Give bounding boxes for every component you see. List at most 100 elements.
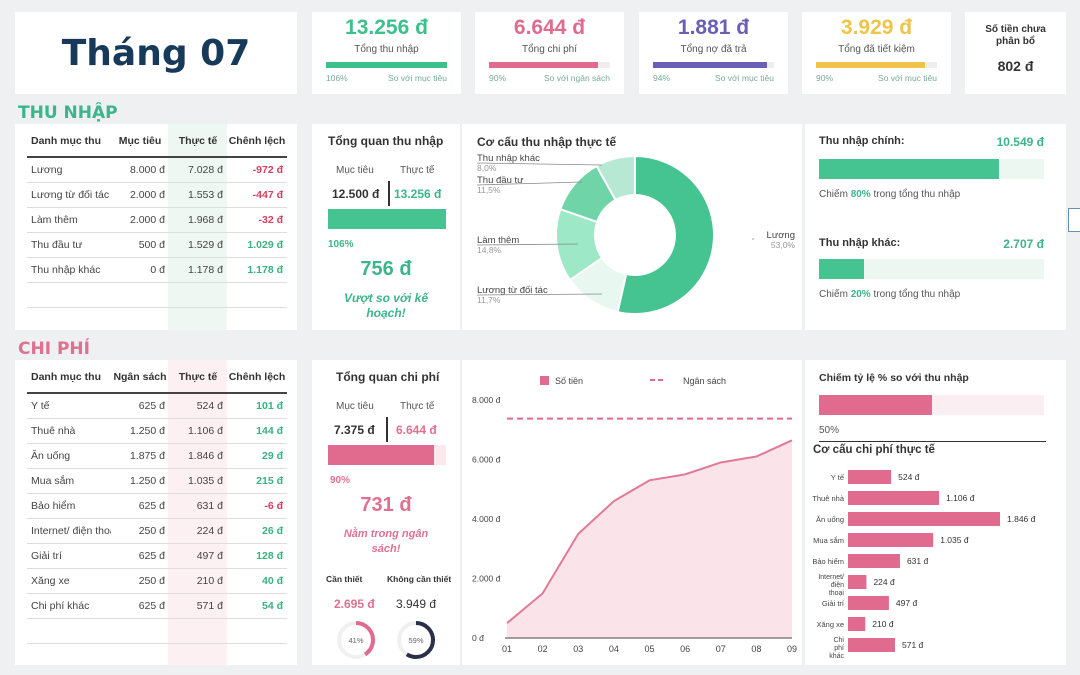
kpi-pct: 106%	[326, 73, 348, 83]
kpi-label: Tổng nợ đã trả	[680, 44, 747, 55]
kpi-label: Tổng chi phí	[521, 44, 578, 55]
column-header: Thực tế	[169, 362, 227, 394]
kpi-value: 13.256 đ	[345, 16, 428, 39]
table-row	[27, 618, 287, 644]
need-rings: 41% 59%	[337, 621, 435, 659]
kpi-note: So với mục tiêu	[878, 73, 937, 83]
need-label: Cần thiết	[326, 574, 363, 584]
share-prefix: Chiếm	[819, 289, 848, 300]
donut-slice	[616, 154, 715, 315]
bar-value-label: 571 đ	[902, 640, 924, 650]
kpi-card: 1.881 đ Tổng nợ đã trả 94% So với mục tiê…	[639, 12, 788, 94]
y-tick-label: 4.000 đ	[472, 514, 501, 524]
kpi-progress-bar	[489, 62, 610, 68]
bar-category: điện	[831, 582, 844, 589]
kpi-progress-bar	[816, 62, 937, 68]
scroll-handle[interactable]	[1068, 208, 1080, 232]
expense-divider	[386, 417, 388, 442]
table-cell: 1.529 đ	[169, 232, 227, 258]
expense-target-label: Mục tiêu	[336, 401, 374, 412]
column-header: Danh mục thu	[27, 362, 111, 394]
table-cell: Lương từ đối tác	[27, 182, 111, 208]
kpi-pct: 94%	[653, 73, 671, 83]
bar-value-label: 224 đ	[873, 577, 895, 587]
column-header: Danh mục thu	[27, 126, 111, 158]
unallocated-card: Số tiền chưa phân bổ 802 đ	[965, 12, 1066, 94]
table-cell: Mua sắm	[27, 468, 111, 494]
month-title: Tháng 07	[61, 33, 251, 74]
x-tick-label: 07	[716, 644, 726, 654]
bar	[848, 491, 940, 505]
table-cell: 1.250 đ	[111, 418, 169, 444]
expense-ratio-title: Chiếm tỷ lệ % so với thu nhập	[819, 372, 969, 384]
kpi-note: So với ngân sách	[543, 73, 610, 83]
share-suffix: trong tổng thu nhập	[873, 289, 961, 300]
table-row: Chi phí khác 625 đ 571 đ 54 đ	[27, 593, 287, 619]
donut-slice	[595, 154, 636, 202]
table-cell: 250 đ	[111, 518, 169, 544]
income-target-value: 12.500 đ	[332, 187, 380, 201]
table-cell: Thu nhập khác	[27, 257, 111, 283]
leader-line	[476, 162, 603, 166]
other-income-value: 2.707 đ	[1003, 237, 1044, 251]
expense-trend-card: Số tiền Ngân sách 0 đ 2.000 đ 4.000 đ 6.000 đ…	[462, 360, 802, 665]
x-tick-label: 04	[609, 644, 619, 654]
slice-pct: 11,5%	[477, 185, 501, 195]
table-cell: 497 đ	[169, 543, 227, 569]
expense-actual-value: 6.644 đ	[396, 423, 437, 437]
kpi-note: So với mục tiêu	[715, 73, 774, 83]
table-cell: 2.000 đ	[111, 207, 169, 233]
main-income-share: Chiếm 80% trong tổng thu nhập	[819, 189, 960, 200]
need-value: 2.695 đ	[334, 597, 375, 611]
expense-structure-title: Cơ cấu chi phí thực tế	[813, 444, 935, 456]
table-cell: Bảo hiểm	[27, 493, 111, 519]
x-tick-label: 01	[502, 644, 512, 654]
income-actual-value: 13.256 đ	[394, 187, 442, 201]
bar-category: khác	[829, 653, 844, 660]
noneed-ring	[397, 621, 435, 659]
legend-label: Ngân sách	[683, 376, 726, 386]
income-progress-bar	[328, 209, 446, 229]
table-row: Internet/ điện thoại 250 đ 224 đ 26 đ	[27, 518, 287, 544]
month-title-card: Tháng 07	[15, 12, 297, 94]
other-income-bar	[819, 259, 1044, 279]
bar	[848, 554, 900, 568]
bar-category: Chi	[833, 637, 844, 644]
table-cell: Y tế	[27, 393, 111, 419]
table-row: Giải trí 625 đ 497 đ 128 đ	[27, 543, 287, 569]
bar-category: phí	[834, 645, 844, 652]
main-income-label: Thu nhập chính:	[819, 135, 905, 147]
need-pct: 41%	[348, 636, 363, 645]
other-income-label: Thu nhập khác:	[819, 237, 901, 249]
leader-line	[476, 181, 583, 186]
kpi-label: Tổng đã tiết kiệm	[838, 44, 915, 55]
x-tick-label: 06	[680, 644, 690, 654]
income-overview-card: Tổng quan thu nhập Mục tiêu Thực tế 12.5…	[312, 124, 460, 330]
main-share-pct: 80%	[850, 189, 871, 200]
expense-table-card: Danh mục thu Ngân sách Thực tế Chênh lệch Y…	[15, 360, 297, 665]
income-diff: 756 đ	[360, 258, 412, 280]
table-cell: 625 đ	[111, 543, 169, 569]
table-row: Lương từ đối tác 2.000 đ 1.553 đ -447 đ	[27, 182, 287, 208]
table-cell: 1.178 đ	[169, 257, 227, 283]
table-cell: 1.029 đ	[227, 232, 287, 258]
table-cell: 1.035 đ	[169, 468, 227, 494]
bar-value-label: 1.106 đ	[946, 493, 975, 503]
table-cell: 2.000 đ	[111, 182, 169, 208]
noneed-pct: 59%	[408, 636, 423, 645]
table-row: Thuê nhà 1.250 đ 1.106 đ 144 đ	[27, 418, 287, 444]
table-row: Làm thêm 2.000 đ 1.968 đ -32 đ	[27, 207, 287, 233]
slice-label: Thu nhập khác	[477, 153, 540, 164]
x-tick-label: 02	[538, 644, 548, 654]
slice-label: Thu đầu tư	[477, 175, 524, 186]
bar	[848, 638, 896, 652]
x-tick-label: 03	[573, 644, 583, 654]
table-row: Thu đầu tư 500 đ 1.529 đ 1.029 đ	[27, 232, 287, 258]
x-tick-label: 08	[751, 644, 761, 654]
table-row: Mua sắm 1.250 đ 1.035 đ 215 đ	[27, 468, 287, 494]
table-cell: -447 đ	[227, 182, 287, 208]
table-cell: 26 đ	[227, 518, 287, 544]
bar-value-label: 1.846 đ	[1007, 514, 1036, 524]
table-cell: 144 đ	[227, 418, 287, 444]
